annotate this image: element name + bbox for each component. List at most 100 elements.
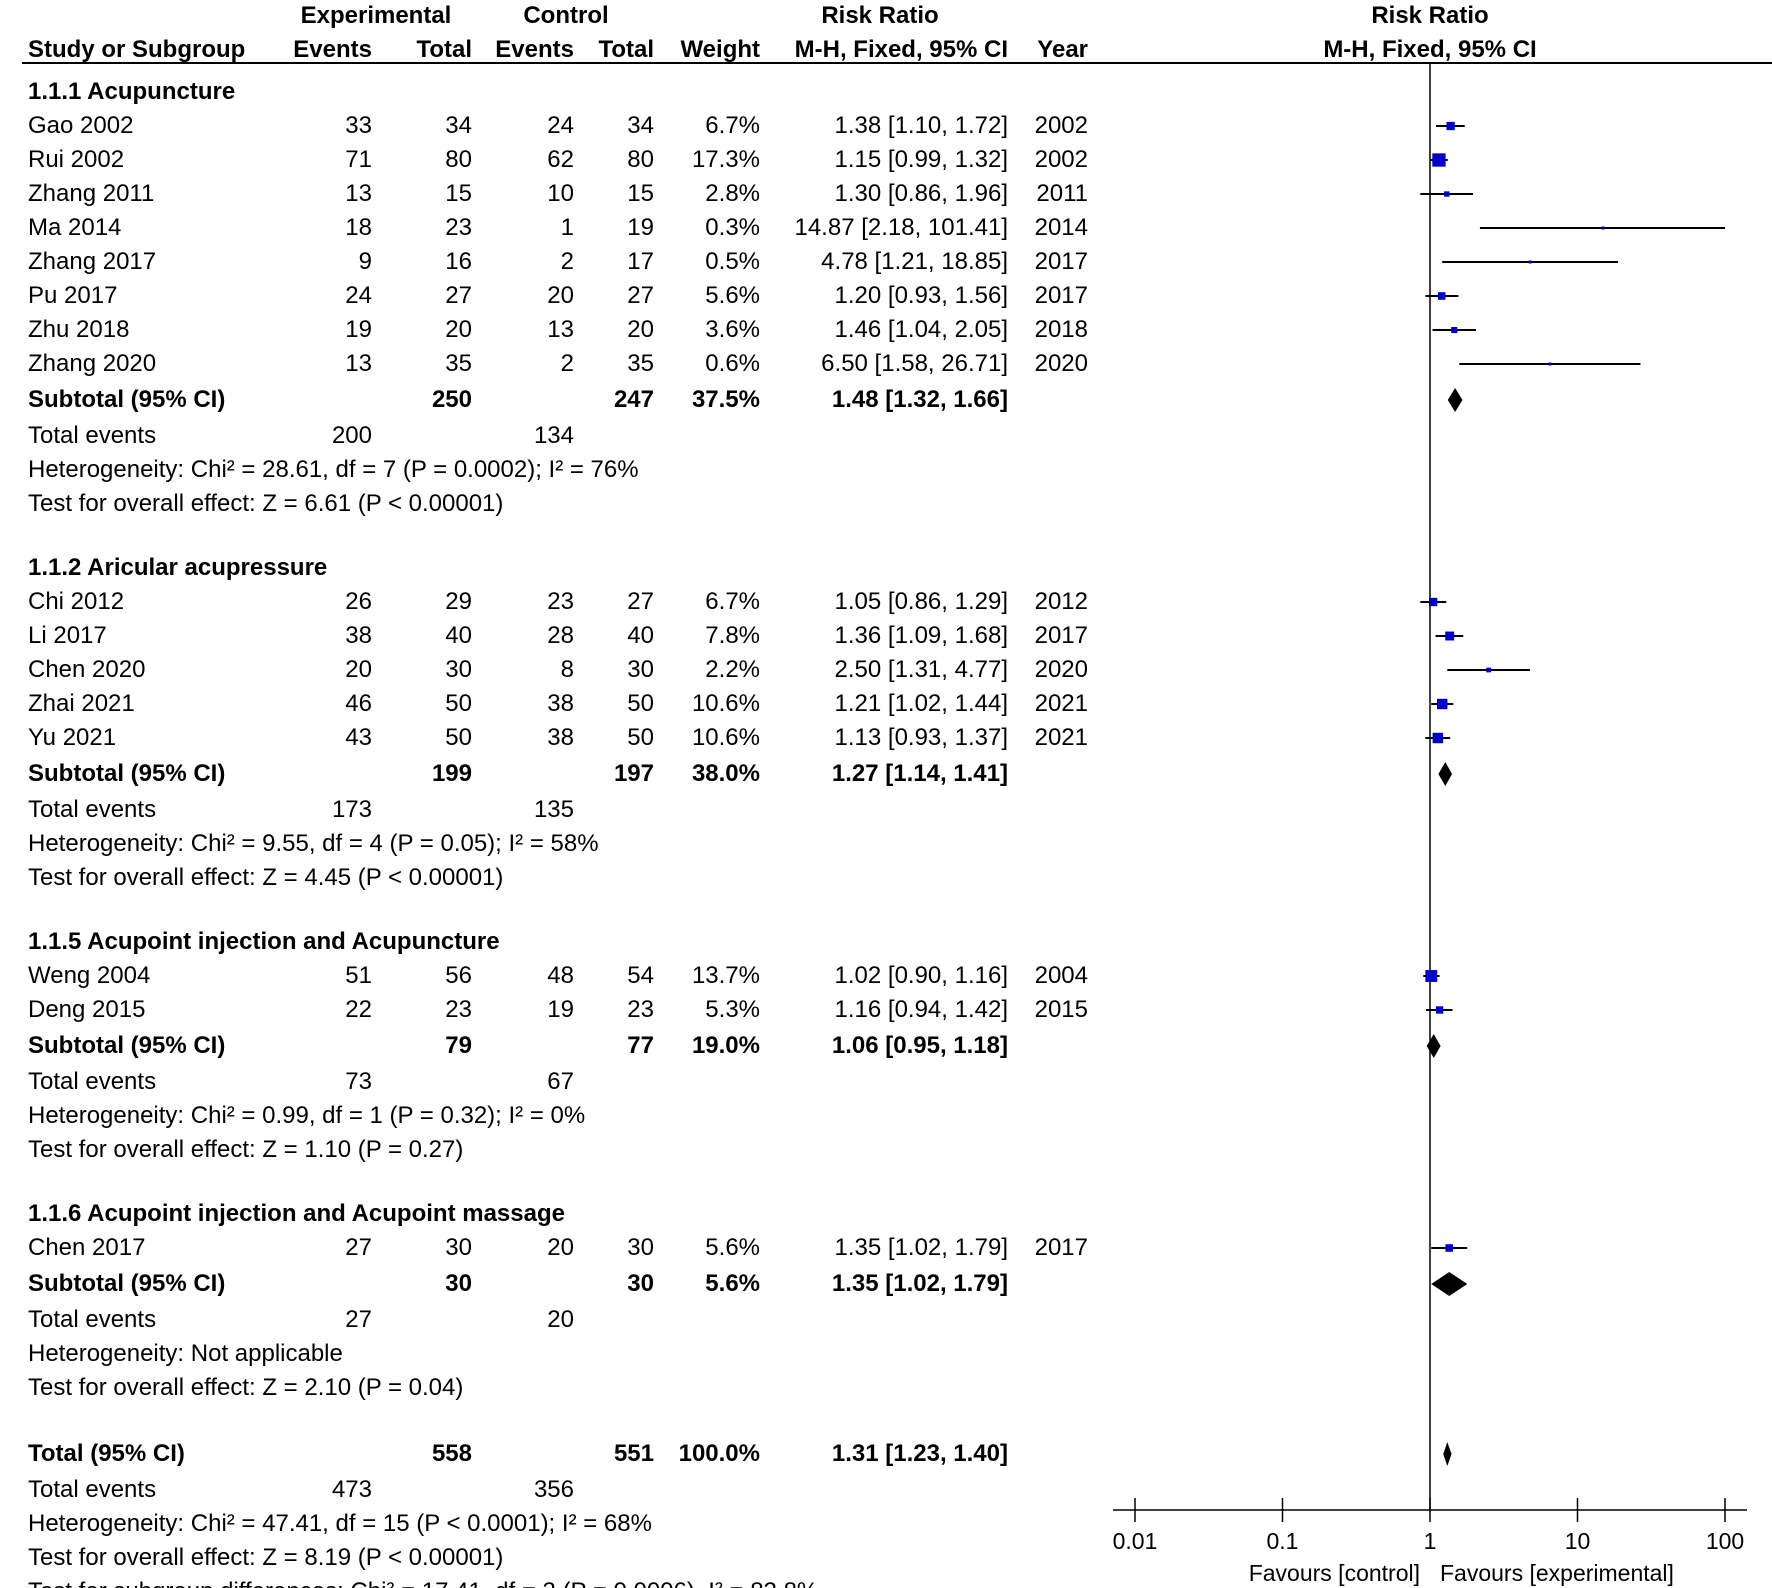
ctl-events: 62	[547, 146, 574, 173]
exp-total: 23	[445, 996, 472, 1023]
risk-ratio-ci: 2.50 [1.31, 4.77]	[834, 656, 1008, 683]
study-point-estimate	[1486, 667, 1492, 673]
risk-ratio-ci: 4.78 [1.21, 18.85]	[821, 248, 1008, 275]
study-name: Deng 2015	[28, 996, 146, 1023]
risk-ratio-ci: 1.06 [0.95, 1.18]	[831, 1032, 1008, 1059]
risk-ratio-ci: 1.27 [1.14, 1.41]	[831, 760, 1008, 787]
ctl-total: 50	[627, 690, 654, 717]
total-events-label: Total events	[28, 1476, 157, 1503]
exp-total: 30	[445, 1270, 472, 1297]
ctl-events: 13	[547, 316, 574, 343]
x-axis-tick-label: 1	[1424, 1528, 1437, 1554]
ctl-total: 35	[627, 350, 654, 377]
ctl-events: 2	[560, 248, 574, 275]
ctl-total: 551	[613, 1440, 654, 1467]
weight: 2.2%	[705, 656, 760, 683]
exp-events: 9	[358, 248, 372, 275]
statistics-note: Heterogeneity: Not applicable	[28, 1340, 343, 1367]
exp-total: 35	[445, 350, 472, 377]
favours-experimental-label: Favours [experimental]	[1440, 1560, 1674, 1586]
ctl-events: 20	[547, 282, 574, 309]
column-header-method: M-H, Fixed, 95% CI	[794, 36, 1008, 63]
exp-events: 38	[345, 622, 372, 649]
statistics-note: Test for overall effect: Z = 6.61 (P < 0…	[28, 490, 504, 517]
study-point-estimate	[1528, 260, 1532, 264]
exp-total: 56	[445, 962, 472, 989]
study-name: Chi 2012	[28, 588, 125, 615]
ctl-events: 38	[547, 690, 574, 717]
ctl-total: 15	[627, 180, 654, 207]
exp-total: 20	[445, 316, 472, 343]
ctl-total: 20	[627, 316, 654, 343]
study-point-estimate	[1437, 698, 1448, 710]
weight: 19.0%	[691, 1032, 760, 1059]
ctl-events: 19	[547, 996, 574, 1023]
column-header-ctl-total: Total	[598, 36, 654, 63]
year: 2011	[1036, 180, 1088, 207]
x-axis-tick-label: 10	[1565, 1528, 1591, 1554]
risk-ratio-ci: 1.30 [0.86, 1.96]	[834, 180, 1008, 207]
ctl-total: 19	[627, 214, 654, 241]
ctl-total: 77	[627, 1032, 654, 1059]
ctl-events: 28	[547, 622, 574, 649]
study-point-estimate	[1432, 153, 1446, 167]
exp-total: 250	[431, 386, 472, 413]
study-point-estimate	[1435, 1006, 1444, 1014]
pooled-diamond	[1431, 1272, 1468, 1296]
weight: 6.7%	[705, 112, 760, 139]
study-name: Rui 2002	[28, 146, 125, 173]
exp-total: 16	[445, 248, 472, 275]
exp-events: 22	[345, 996, 372, 1023]
exp-total-events: 173	[331, 796, 372, 823]
exp-total: 30	[445, 1234, 472, 1261]
ctl-events: 2	[560, 350, 574, 377]
statistics-note: Test for overall effect: Z = 4.45 (P < 0…	[28, 864, 504, 891]
total-events-label: Total events	[28, 422, 157, 449]
exp-events: 13	[345, 180, 372, 207]
statistics-note: Test for subgroup differences: Chi² = 17…	[28, 1578, 818, 1588]
ctl-total: 197	[613, 760, 654, 787]
year: 2015	[1034, 996, 1088, 1023]
experimental-group-header: Experimental	[300, 2, 452, 29]
column-header-plot-method: M-H, Fixed, 95% CI	[1323, 36, 1537, 63]
statistics-note: Heterogeneity: Chi² = 28.61, df = 7 (P =…	[28, 456, 639, 483]
column-header-study: Study or Subgroup	[28, 36, 246, 63]
column-header-weight: Weight	[680, 36, 760, 63]
weight: 100.0%	[678, 1440, 760, 1467]
risk-ratio-ci: 6.50 [1.58, 26.71]	[821, 350, 1008, 377]
year: 2021	[1034, 724, 1088, 751]
ctl-total: 23	[627, 996, 654, 1023]
risk-ratio-table-header: Risk Ratio	[821, 2, 939, 29]
ctl-total: 247	[613, 386, 654, 413]
favours-control-label: Favours [control]	[1249, 1560, 1420, 1586]
column-header-exp-events: Events	[293, 36, 372, 63]
exp-events: 51	[345, 962, 372, 989]
study-name: Zhang 2017	[28, 248, 157, 275]
year: 2014	[1034, 214, 1088, 241]
study-name: Zhai 2021	[28, 690, 135, 717]
year: 2002	[1034, 112, 1088, 139]
exp-events: 18	[345, 214, 372, 241]
ctl-total: 80	[627, 146, 654, 173]
exp-events: 24	[345, 282, 372, 309]
year: 2018	[1034, 316, 1088, 343]
risk-ratio-ci: 1.13 [0.93, 1.37]	[834, 724, 1008, 751]
study-point-estimate	[1425, 970, 1438, 982]
ctl-total: 34	[627, 112, 654, 139]
statistics-note: Test for overall effect: Z = 1.10 (P = 0…	[28, 1136, 464, 1163]
year: 2020	[1034, 350, 1088, 377]
ctl-total-events: 20	[547, 1306, 574, 1333]
ctl-total: 27	[627, 588, 654, 615]
subtotal-label: Subtotal (95% CI)	[28, 760, 226, 787]
ctl-total: 30	[627, 1270, 654, 1297]
risk-ratio-ci: 1.31 [1.23, 1.40]	[831, 1440, 1008, 1467]
subgroup-heading: 1.1.2 Aricular acupressure	[28, 554, 328, 581]
pooled-diamond	[1438, 762, 1453, 786]
year: 2012	[1034, 588, 1088, 615]
statistics-note: Heterogeneity: Chi² = 0.99, df = 1 (P = …	[28, 1102, 586, 1129]
weight: 13.7%	[691, 962, 760, 989]
exp-total-events: 200	[331, 422, 372, 449]
weight: 6.7%	[705, 588, 760, 615]
study-point-estimate	[1445, 631, 1455, 641]
